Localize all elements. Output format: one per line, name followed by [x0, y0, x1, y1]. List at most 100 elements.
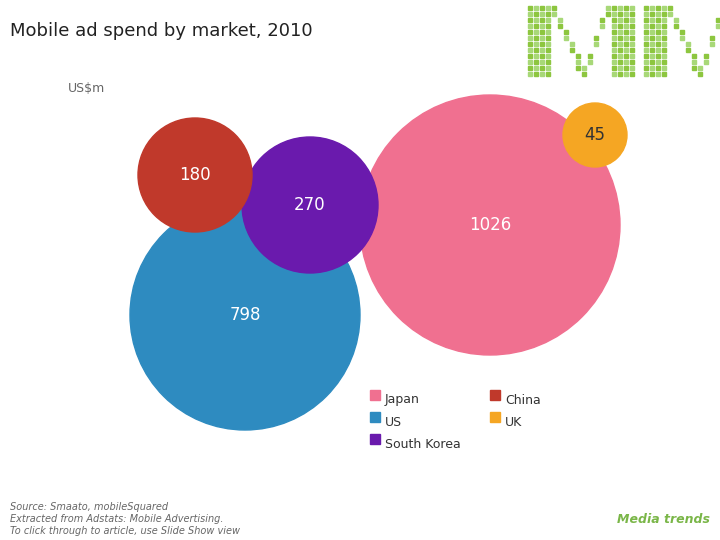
- Bar: [534, 60, 538, 64]
- Bar: [618, 48, 622, 52]
- Bar: [528, 66, 532, 70]
- Circle shape: [130, 200, 360, 430]
- Bar: [528, 60, 532, 64]
- Bar: [612, 24, 616, 28]
- Bar: [594, 42, 598, 46]
- Bar: [612, 36, 616, 40]
- Bar: [662, 66, 666, 70]
- Bar: [630, 72, 634, 76]
- Text: US: US: [385, 415, 402, 429]
- Bar: [534, 30, 538, 33]
- Bar: [630, 6, 634, 10]
- Bar: [612, 12, 616, 16]
- Bar: [546, 24, 550, 28]
- Bar: [534, 6, 538, 10]
- Bar: [534, 12, 538, 16]
- Bar: [618, 6, 622, 10]
- Bar: [624, 30, 628, 33]
- Bar: [650, 54, 654, 58]
- Bar: [624, 72, 628, 76]
- Bar: [650, 66, 654, 70]
- FancyBboxPatch shape: [490, 390, 500, 400]
- Bar: [716, 24, 720, 28]
- Bar: [576, 66, 580, 70]
- Bar: [618, 30, 622, 33]
- Bar: [644, 24, 648, 28]
- Bar: [630, 42, 634, 46]
- Bar: [674, 24, 678, 28]
- Bar: [546, 60, 550, 64]
- Bar: [612, 66, 616, 70]
- Bar: [656, 18, 660, 22]
- Bar: [588, 60, 592, 64]
- Bar: [662, 12, 666, 16]
- Bar: [540, 60, 544, 64]
- Bar: [612, 6, 616, 10]
- Bar: [630, 36, 634, 40]
- Bar: [528, 12, 532, 16]
- Bar: [540, 30, 544, 33]
- Bar: [656, 12, 660, 16]
- FancyBboxPatch shape: [370, 434, 380, 444]
- Text: Media trends: Media trends: [617, 513, 710, 526]
- Bar: [528, 6, 532, 10]
- Bar: [630, 60, 634, 64]
- Bar: [630, 48, 634, 52]
- Bar: [680, 36, 684, 40]
- Text: Japan: Japan: [385, 394, 420, 407]
- Bar: [546, 66, 550, 70]
- Bar: [630, 24, 634, 28]
- Bar: [630, 12, 634, 16]
- Text: To click through to article, use Slide Show view: To click through to article, use Slide S…: [10, 526, 240, 536]
- Bar: [656, 72, 660, 76]
- Bar: [668, 6, 672, 10]
- Bar: [570, 42, 574, 46]
- Bar: [650, 36, 654, 40]
- Bar: [644, 30, 648, 33]
- Bar: [624, 24, 628, 28]
- Bar: [650, 12, 654, 16]
- Text: 1026: 1026: [469, 216, 511, 234]
- Bar: [612, 60, 616, 64]
- Bar: [644, 42, 648, 46]
- Bar: [606, 12, 610, 16]
- Bar: [698, 66, 702, 70]
- Bar: [618, 72, 622, 76]
- Bar: [618, 66, 622, 70]
- Bar: [540, 72, 544, 76]
- Bar: [528, 30, 532, 33]
- Bar: [662, 48, 666, 52]
- Bar: [546, 54, 550, 58]
- Bar: [600, 24, 604, 28]
- Text: 270: 270: [294, 196, 326, 214]
- Bar: [534, 36, 538, 40]
- Bar: [662, 6, 666, 10]
- Bar: [692, 66, 696, 70]
- Bar: [540, 54, 544, 58]
- Bar: [704, 54, 708, 58]
- Bar: [546, 12, 550, 16]
- Bar: [612, 72, 616, 76]
- Bar: [650, 30, 654, 33]
- Text: Mobile ad spend by market, 2010: Mobile ad spend by market, 2010: [10, 22, 312, 40]
- Bar: [710, 42, 714, 46]
- Bar: [534, 66, 538, 70]
- Bar: [644, 18, 648, 22]
- Bar: [552, 12, 556, 16]
- Bar: [662, 60, 666, 64]
- Bar: [612, 42, 616, 46]
- Bar: [656, 66, 660, 70]
- Text: 180: 180: [179, 166, 211, 184]
- Bar: [662, 18, 666, 22]
- Bar: [540, 18, 544, 22]
- Bar: [600, 18, 604, 22]
- Bar: [534, 48, 538, 52]
- Bar: [534, 54, 538, 58]
- Bar: [662, 42, 666, 46]
- Bar: [624, 42, 628, 46]
- Bar: [534, 72, 538, 76]
- Text: UK: UK: [505, 415, 522, 429]
- Bar: [674, 18, 678, 22]
- Bar: [534, 18, 538, 22]
- Bar: [686, 48, 690, 52]
